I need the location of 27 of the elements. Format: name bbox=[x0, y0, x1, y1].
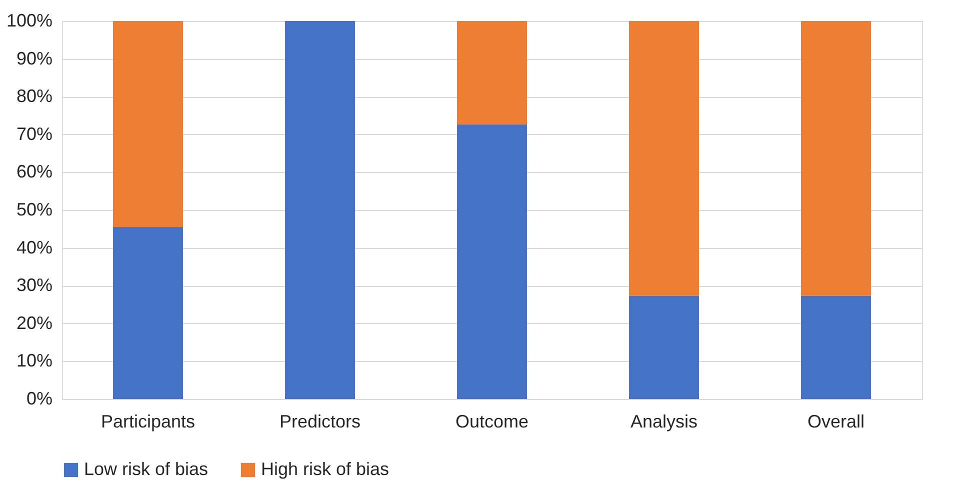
y-tick-label: 40% bbox=[16, 237, 52, 258]
y-tick-label: 0% bbox=[26, 388, 52, 408]
bar bbox=[457, 124, 527, 399]
bar bbox=[629, 296, 699, 399]
bar bbox=[457, 21, 527, 124]
bar bbox=[285, 21, 355, 399]
y-tick-label: 20% bbox=[16, 312, 52, 333]
x-tick-label: Analysis bbox=[630, 412, 698, 432]
x-tick-label: Overall bbox=[807, 412, 865, 432]
bar bbox=[801, 21, 871, 296]
y-tick-label: 60% bbox=[16, 162, 52, 182]
y-tick-label: 100% bbox=[6, 10, 52, 30]
y-tick-label: 80% bbox=[16, 86, 52, 106]
y-tick-label: 90% bbox=[16, 48, 52, 68]
legend-label: High risk of bias bbox=[261, 459, 390, 479]
x-tick-label: Outcome bbox=[455, 412, 529, 432]
bar bbox=[629, 21, 699, 296]
y-tick-label: 10% bbox=[16, 350, 52, 371]
bar bbox=[801, 296, 871, 399]
bar bbox=[113, 227, 183, 399]
bar bbox=[113, 21, 183, 228]
x-tick-label: Participants bbox=[100, 412, 196, 432]
y-tick-label: 50% bbox=[16, 200, 52, 220]
legend-label: Low risk of bias bbox=[84, 459, 208, 479]
y-tick-label: 30% bbox=[16, 275, 52, 296]
y-tick-label: 70% bbox=[16, 124, 52, 144]
x-tick-label: Predictors bbox=[279, 412, 361, 432]
